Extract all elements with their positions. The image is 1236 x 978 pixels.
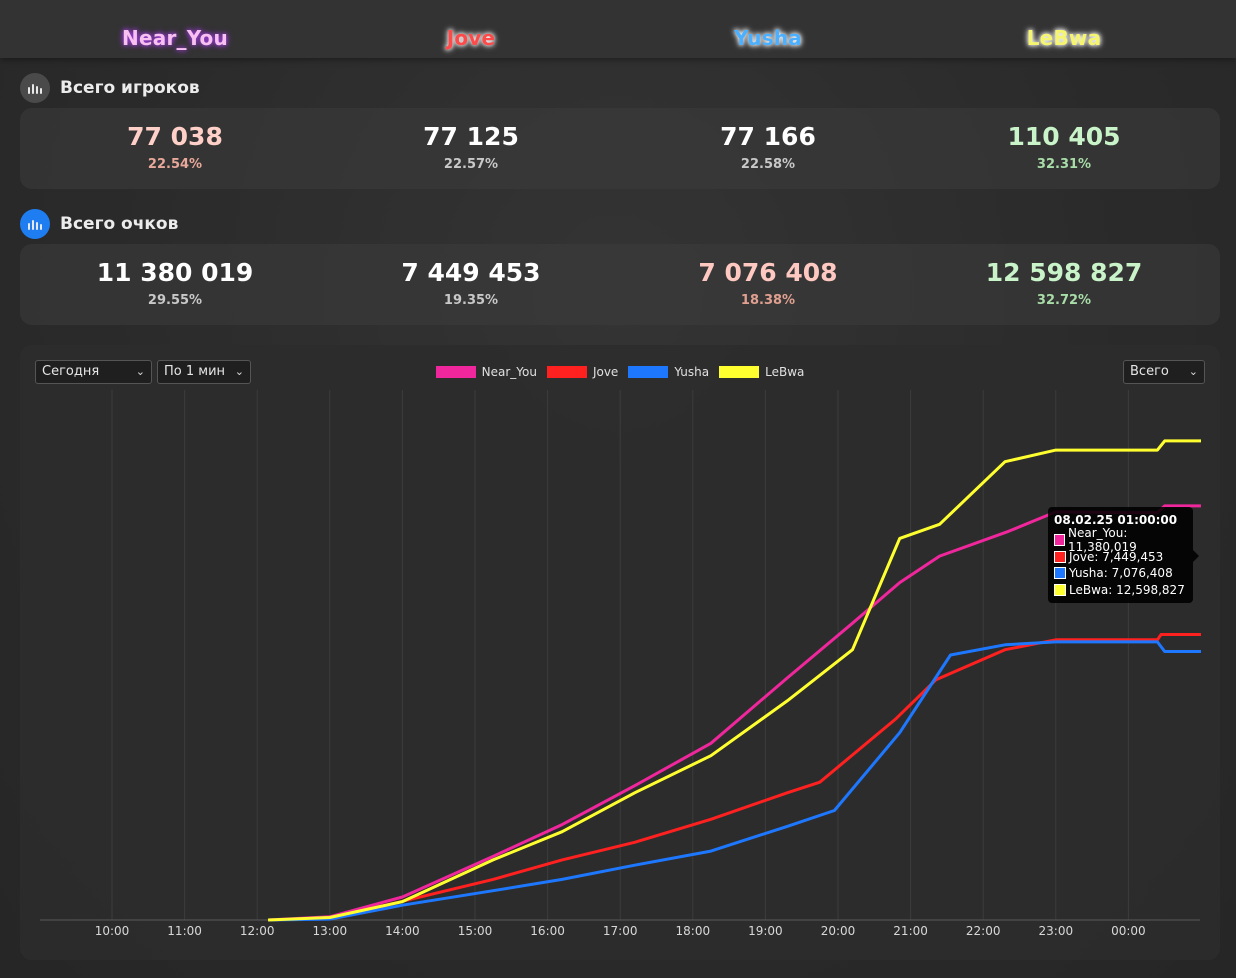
- period-select-value: Сегодня: [42, 364, 100, 379]
- players-stats-panel: 77 038 22.54% 77 125 22.57% 77 166 22.58…: [20, 108, 1220, 189]
- players-stat-yusha: 77 166 22.58%: [638, 108, 898, 173]
- series-line-lebwa[interactable]: [268, 439, 1201, 922]
- tooltip-swatch: [1054, 567, 1066, 580]
- tooltip-swatch: [1054, 583, 1066, 596]
- players-section-header: Всего игроков: [20, 72, 200, 104]
- chart-legend: Near_You Jove Yusha LeBwa: [20, 365, 1220, 379]
- series-line-jove[interactable]: [268, 633, 1201, 922]
- points-stat-jove: 7 449 453 19.35%: [341, 244, 601, 309]
- mode-select-value: Всего: [1130, 364, 1169, 379]
- stat-value: 77 038: [127, 122, 223, 151]
- points-section-header: Всего очков: [20, 208, 178, 240]
- legend-item-yusha[interactable]: Yusha: [628, 365, 709, 379]
- x-tick-label: 10:00: [95, 924, 130, 938]
- tooltip-swatch: [1054, 534, 1066, 547]
- stat-value: 77 125: [423, 122, 519, 151]
- x-tick-label: 13:00: [313, 924, 348, 938]
- x-tick-label: 00:00: [1111, 924, 1146, 938]
- player-name-jove: Jove: [446, 26, 496, 50]
- tooltip-row-text: LeBwa: 12,598,827: [1069, 582, 1185, 597]
- player-name-near-you: Near_You: [122, 26, 228, 50]
- stat-value: 11 380 019: [96, 258, 254, 287]
- player-name-yusha: Yusha: [734, 26, 802, 50]
- stat-percent: 29.55%: [147, 293, 203, 308]
- stat-value: 7 449 453: [401, 258, 541, 287]
- legend-swatch: [546, 366, 587, 378]
- legend-item-lebwa[interactable]: LeBwa: [719, 365, 804, 379]
- stat-value: 110 405: [1007, 122, 1121, 151]
- tooltip-row-text: Yusha: 7,076,408: [1069, 566, 1173, 581]
- players-stat-jove: 77 125 22.57%: [341, 108, 601, 173]
- points-stat-yusha: 7 076 408 18.38%: [638, 244, 898, 309]
- series-line-yusha[interactable]: [268, 640, 1201, 922]
- tooltip-caret: [1193, 550, 1199, 562]
- x-tick-label: 21:00: [893, 924, 928, 938]
- points-stat-near-you: 11 380 019 29.55%: [45, 244, 305, 309]
- player-name-lebwa: LeBwa: [1026, 26, 1102, 50]
- tooltip-row: Near_You: 11,380,019: [1054, 526, 1187, 554]
- points-stats-panel: 11 380 019 29.55% 7 449 453 19.35% 7 076…: [20, 244, 1220, 325]
- stat-value: 12 598 827: [985, 258, 1143, 287]
- stat-percent: 18.38%: [740, 293, 796, 308]
- x-tick-label: 18:00: [676, 924, 711, 938]
- legend-swatch: [628, 366, 669, 378]
- x-tick-label: 11:00: [167, 924, 202, 938]
- tooltip-title: 08.02.25 01:00:00: [1054, 513, 1178, 527]
- x-tick-label: 15:00: [458, 924, 493, 938]
- bar-chart-icon: [20, 209, 50, 239]
- players-stat-lebwa: 110 405 32.31%: [934, 108, 1194, 173]
- points-stat-lebwa: 12 598 827 32.72%: [934, 244, 1194, 309]
- bar-chart-icon: [20, 73, 50, 103]
- interval-select[interactable]: По 1 мин ⌄: [157, 360, 251, 384]
- legend-item-jove[interactable]: Jove: [546, 365, 619, 379]
- x-tick-label: 22:00: [966, 924, 1001, 938]
- players-section-title: Всего игроков: [60, 78, 200, 98]
- x-tick-label: 12:00: [240, 924, 275, 938]
- stat-percent: 22.54%: [147, 157, 203, 172]
- stat-value: 77 166: [720, 122, 816, 151]
- x-tick-label: 20:00: [821, 924, 856, 938]
- legend-label: LeBwa: [765, 365, 805, 379]
- stat-percent: 32.31%: [1036, 157, 1092, 172]
- chevron-down-icon: ⌄: [1188, 365, 1198, 378]
- tooltip-row: Jove: 7,449,453: [1054, 549, 1187, 566]
- legend-label: Yusha: [674, 365, 710, 379]
- x-tick-label: 23:00: [1039, 924, 1074, 938]
- x-tick-label: 16:00: [530, 924, 565, 938]
- chevron-down-icon: ⌄: [135, 365, 145, 378]
- interval-select-value: По 1 мин: [164, 364, 226, 379]
- tooltip-row-text: Near_You: 11,380,019: [1068, 526, 1137, 555]
- mode-select[interactable]: Всего ⌄: [1123, 360, 1205, 384]
- stat-value: 7 076 408: [698, 258, 838, 287]
- x-tick-label: 19:00: [748, 924, 783, 938]
- tooltip-swatch: [1054, 550, 1066, 563]
- chevron-down-icon: ⌄: [234, 365, 244, 378]
- tooltip-row: LeBwa: 12,598,827: [1054, 582, 1187, 599]
- tooltip-row: Yusha: 7,076,408: [1054, 565, 1187, 582]
- players-header: Near_You Jove Yusha LeBwa: [0, 0, 1236, 58]
- legend-item-near-you[interactable]: Near_You: [435, 365, 537, 379]
- chart-tooltip: 08.02.25 01:00:00 Near_You: 11,380,019 J…: [1048, 507, 1199, 603]
- stat-percent: 32.72%: [1036, 293, 1092, 308]
- stat-percent: 22.58%: [740, 157, 796, 172]
- x-tick-label: 17:00: [603, 924, 638, 938]
- points-section-title: Всего очков: [60, 214, 179, 234]
- players-stat-near-you: 77 038 22.54%: [45, 108, 305, 173]
- x-tick-label: 14:00: [385, 924, 420, 938]
- legend-label: Jove: [592, 365, 619, 379]
- stat-percent: 22.57%: [443, 157, 499, 172]
- tooltip-row-text: Jove: 7,449,453: [1069, 549, 1164, 564]
- legend-label: Near_You: [481, 365, 537, 379]
- legend-swatch: [719, 366, 760, 378]
- period-select[interactable]: Сегодня ⌄: [35, 360, 152, 384]
- legend-swatch: [435, 366, 476, 378]
- stat-percent: 19.35%: [443, 293, 499, 308]
